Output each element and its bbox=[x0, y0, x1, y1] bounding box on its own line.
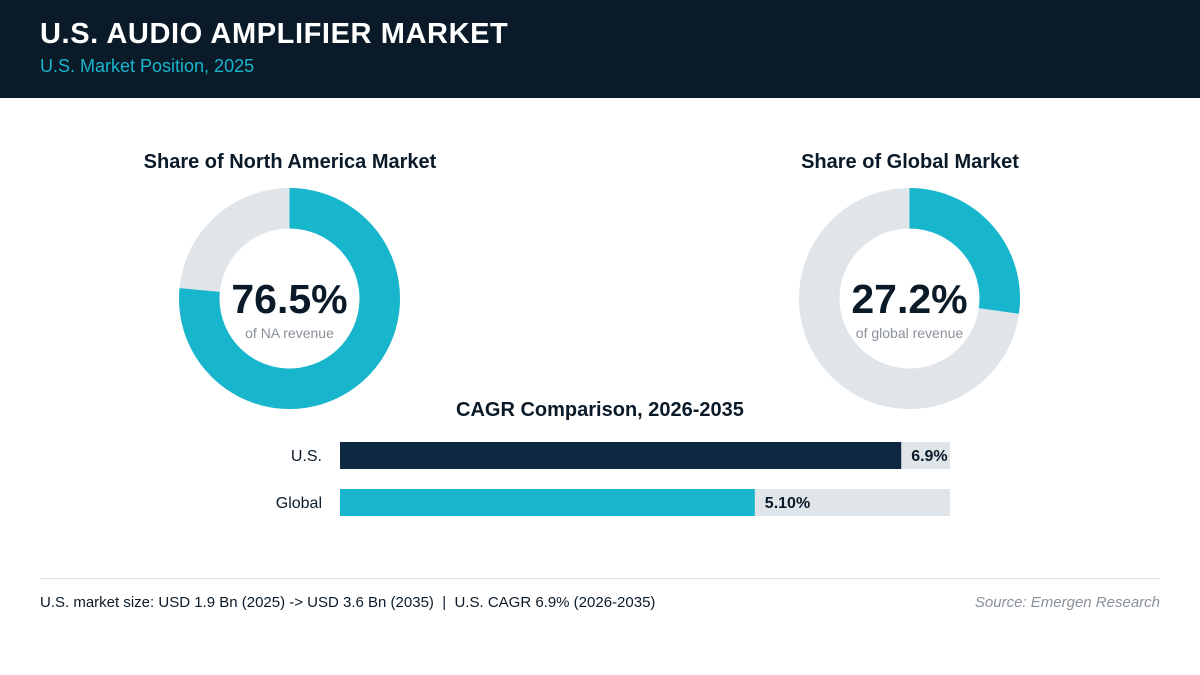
bar-category-label-us: U.S. bbox=[291, 448, 322, 465]
na-share-caption: of NA revenue bbox=[245, 325, 334, 341]
na-share-donut bbox=[179, 188, 400, 409]
na-share-value: 76.5% bbox=[231, 276, 348, 322]
global-share-slice bbox=[909, 188, 1020, 314]
bar-value-label-global: 5.10% bbox=[765, 495, 810, 512]
source-credit: Source: Emergen Research bbox=[974, 594, 1160, 611]
global-share-title: Share of Global Market bbox=[801, 151, 1019, 173]
cagr-chart-title: CAGR Comparison, 2026-2035 bbox=[456, 399, 744, 421]
footer-divider bbox=[40, 578, 1160, 579]
na-share-title: Share of North America Market bbox=[143, 151, 437, 173]
global-share-value: 27.2% bbox=[851, 276, 968, 322]
bar-us bbox=[340, 442, 902, 469]
header-bar: U.S. AUDIO AMPLIFIER MARKET U.S. Market … bbox=[0, 0, 1200, 98]
market-size-note: U.S. market size: USD 1.9 Bn (2025) -> U… bbox=[40, 594, 656, 611]
bar-category-label-global: Global bbox=[276, 495, 322, 512]
page-title: U.S. AUDIO AMPLIFIER MARKET bbox=[40, 18, 509, 50]
global-share-donut bbox=[799, 188, 1020, 409]
global-share-caption: of global revenue bbox=[855, 325, 964, 341]
bar-value-label-us: 6.9% bbox=[911, 448, 947, 465]
page-subtitle: U.S. Market Position, 2025 bbox=[40, 56, 255, 76]
bar-global bbox=[340, 489, 755, 516]
cagr-bar-chart: U.S. 6.9% Global 5.10% bbox=[276, 442, 950, 516]
na-share-slice bbox=[179, 188, 400, 409]
